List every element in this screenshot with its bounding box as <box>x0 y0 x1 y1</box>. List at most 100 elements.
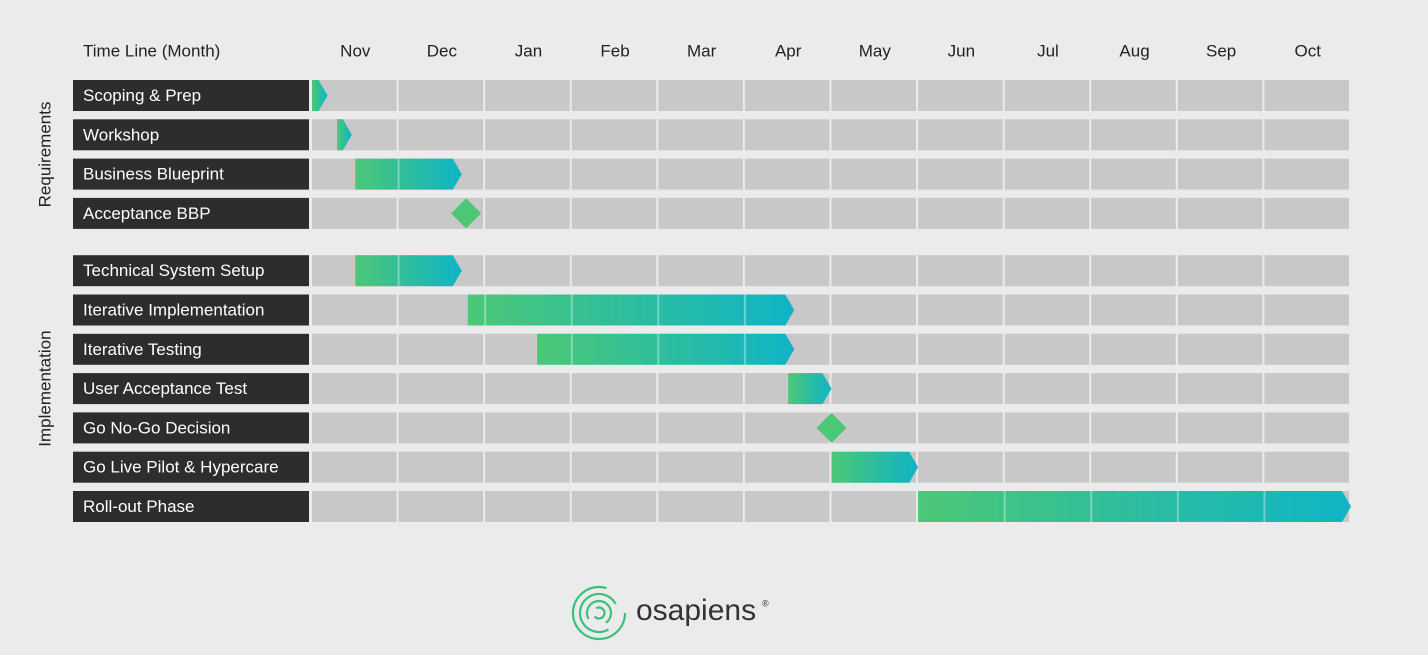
cell <box>312 294 397 326</box>
task-label: Iterative Implementation <box>83 300 264 319</box>
cell <box>658 158 743 190</box>
logo <box>571 585 627 641</box>
cell <box>918 373 1003 405</box>
month-label: Feb <box>600 41 629 60</box>
month-label: Jan <box>515 41 542 60</box>
cell <box>398 119 484 151</box>
month-label: Dec <box>427 41 458 60</box>
cell <box>1264 119 1349 151</box>
cell <box>1177 158 1263 190</box>
cell <box>1004 451 1090 483</box>
cell-divider <box>570 333 573 365</box>
cell <box>312 491 397 522</box>
task-bar <box>537 333 795 365</box>
cell <box>398 451 484 483</box>
cell <box>658 80 743 111</box>
cell <box>1177 451 1263 483</box>
cell-divider <box>484 294 487 326</box>
cell <box>398 412 484 444</box>
task-label-box <box>73 294 309 326</box>
cell <box>744 158 830 190</box>
cell <box>571 119 657 151</box>
cell <box>1091 80 1176 111</box>
cell <box>918 255 1003 287</box>
cell <box>398 80 484 111</box>
task-label: User Acceptance Test <box>83 379 247 398</box>
cell <box>744 412 830 444</box>
cell <box>1004 333 1090 365</box>
task-bar <box>337 119 352 151</box>
task-label: Roll-out Phase <box>83 497 195 516</box>
task-label-box <box>73 80 309 111</box>
cell-divider <box>743 294 746 326</box>
task-label-box <box>73 333 309 365</box>
cell-divider <box>657 333 660 365</box>
cell <box>485 373 570 405</box>
cell <box>1004 119 1090 151</box>
cell <box>1177 373 1263 405</box>
task-label: Workshop <box>83 125 159 144</box>
task-label: Go No-Go Decision <box>83 418 230 437</box>
cell <box>831 491 917 522</box>
task-label: Scoping & Prep <box>83 86 201 105</box>
cell <box>1091 294 1176 326</box>
cell-divider <box>397 158 400 190</box>
task-label-box <box>73 373 309 405</box>
cell-divider <box>570 294 573 326</box>
cell <box>398 333 484 365</box>
task-label: Go Live Pilot & Hypercare <box>83 458 279 477</box>
cell <box>571 197 657 229</box>
task-bar <box>831 451 919 483</box>
cell <box>571 255 657 287</box>
cell <box>1091 119 1176 151</box>
cell-divider <box>1176 491 1179 522</box>
cell <box>744 197 830 229</box>
task-bar <box>355 255 462 287</box>
cell-divider <box>1263 491 1266 522</box>
group-label: Implementation <box>35 330 54 446</box>
cell <box>485 451 570 483</box>
cell <box>658 491 743 522</box>
cell <box>1177 197 1263 229</box>
cell <box>831 373 917 405</box>
cell <box>398 491 484 522</box>
cell <box>1177 255 1263 287</box>
cell <box>1004 80 1090 111</box>
task-label: Acceptance BBP <box>83 204 211 223</box>
cell <box>658 451 743 483</box>
cell <box>831 197 917 229</box>
cell <box>1177 412 1263 444</box>
cell <box>485 255 570 287</box>
task-label-box <box>73 119 309 151</box>
cell-divider <box>1003 491 1006 522</box>
task-bar <box>355 158 462 190</box>
month-label: Oct <box>1294 41 1321 60</box>
brand-name: osapiens <box>636 594 756 627</box>
cell <box>571 491 657 522</box>
task-label: Iterative Testing <box>83 340 202 359</box>
month-label: May <box>859 41 892 60</box>
chart-title: Time Line (Month) <box>83 41 220 60</box>
cell <box>571 158 657 190</box>
cell <box>1177 333 1263 365</box>
cell <box>831 158 917 190</box>
cell <box>1004 412 1090 444</box>
task-bar <box>788 373 832 405</box>
brand-mark: ® <box>762 598 769 608</box>
cell <box>1091 412 1176 444</box>
cell <box>571 80 657 111</box>
cell <box>918 294 1003 326</box>
cell <box>658 255 743 287</box>
cell <box>1264 80 1349 111</box>
cell <box>398 373 484 405</box>
cell <box>571 451 657 483</box>
cell <box>312 197 397 229</box>
cell <box>571 412 657 444</box>
cell <box>312 412 397 444</box>
cell <box>1264 333 1349 365</box>
month-label: Jul <box>1037 41 1059 60</box>
cell <box>744 119 830 151</box>
task-label-box <box>73 158 309 190</box>
cell <box>1264 255 1349 287</box>
cell <box>1091 158 1176 190</box>
